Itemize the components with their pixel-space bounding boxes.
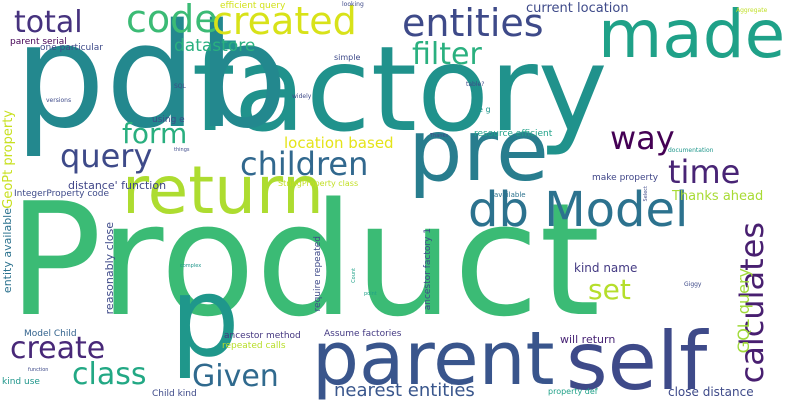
- word: made: [598, 0, 786, 73]
- word: IntegerProperty code: [14, 189, 110, 199]
- word: using e: [152, 115, 185, 125]
- word: Product: [8, 169, 601, 351]
- word: make property: [592, 173, 659, 183]
- word: distance' function: [68, 179, 167, 192]
- word: class: [72, 357, 147, 392]
- word: location based: [284, 134, 394, 152]
- word: ancestor method: [224, 331, 301, 341]
- word: Select: [643, 186, 649, 202]
- word: require repeated: [313, 236, 323, 312]
- word: StringProperty class: [278, 179, 359, 188]
- word: Giggy: [684, 281, 702, 288]
- word: time: [668, 153, 741, 191]
- word: datastore: [174, 36, 256, 56]
- word: entity available: [1, 208, 14, 294]
- word: Assume factories: [324, 329, 402, 339]
- word: nearest entities: [334, 380, 475, 400]
- word: pre: [408, 101, 549, 201]
- word: table?: [466, 81, 485, 88]
- word: point: [364, 291, 377, 297]
- word: children: [240, 145, 369, 183]
- word: GQL query: [734, 268, 753, 354]
- word: p: [170, 253, 240, 381]
- word: parent serial: [10, 37, 67, 47]
- word: Aggregate: [736, 7, 768, 14]
- word: current location: [526, 1, 629, 16]
- word: reasonably close: [103, 222, 116, 315]
- word: complex: [180, 263, 202, 269]
- word: Count: [351, 268, 357, 283]
- word: simple: [334, 53, 361, 62]
- word: property def: [548, 387, 598, 396]
- word: self: [566, 315, 708, 400]
- word: documentation: [668, 147, 714, 154]
- word: one particular: [40, 43, 103, 53]
- word: parent: [312, 316, 555, 400]
- word: factory: [192, 20, 608, 158]
- word: entities: [402, 1, 544, 45]
- word: Thanks ahead: [672, 189, 764, 204]
- word: Child kind: [152, 389, 197, 399]
- word: db Model: [468, 182, 689, 238]
- word: close distance: [668, 385, 754, 399]
- word: kind name: [574, 261, 638, 275]
- word: query: [60, 137, 153, 175]
- word: widely: [292, 93, 312, 100]
- word: things: [174, 147, 190, 153]
- word: ancestor factory 1: [423, 228, 433, 311]
- word: Thanks: [430, 133, 448, 139]
- word: SQL: [174, 83, 186, 90]
- word: set: [588, 273, 631, 306]
- word: form: [122, 117, 188, 150]
- word: code: [126, 0, 218, 41]
- word: efficient query: [220, 1, 286, 11]
- word: repeated calls: [222, 341, 286, 351]
- word: way: [610, 119, 675, 157]
- word: filter: [412, 37, 482, 72]
- word: function: [28, 367, 49, 373]
- word: looking: [342, 1, 364, 8]
- word: resource efficient: [474, 129, 553, 139]
- word: available: [494, 191, 526, 199]
- word: versions: [46, 97, 72, 104]
- word: pdb: [14, 0, 289, 160]
- word: kind use: [2, 377, 40, 387]
- word: created: [212, 0, 357, 43]
- word: Given: [192, 359, 279, 394]
- word: total: [14, 5, 83, 40]
- word: Model Child: [24, 329, 77, 339]
- word: e g: [478, 105, 491, 114]
- word: return: [122, 152, 324, 229]
- word: GeoPt property: [1, 110, 16, 209]
- word: will return: [560, 333, 616, 346]
- word: create: [10, 331, 106, 366]
